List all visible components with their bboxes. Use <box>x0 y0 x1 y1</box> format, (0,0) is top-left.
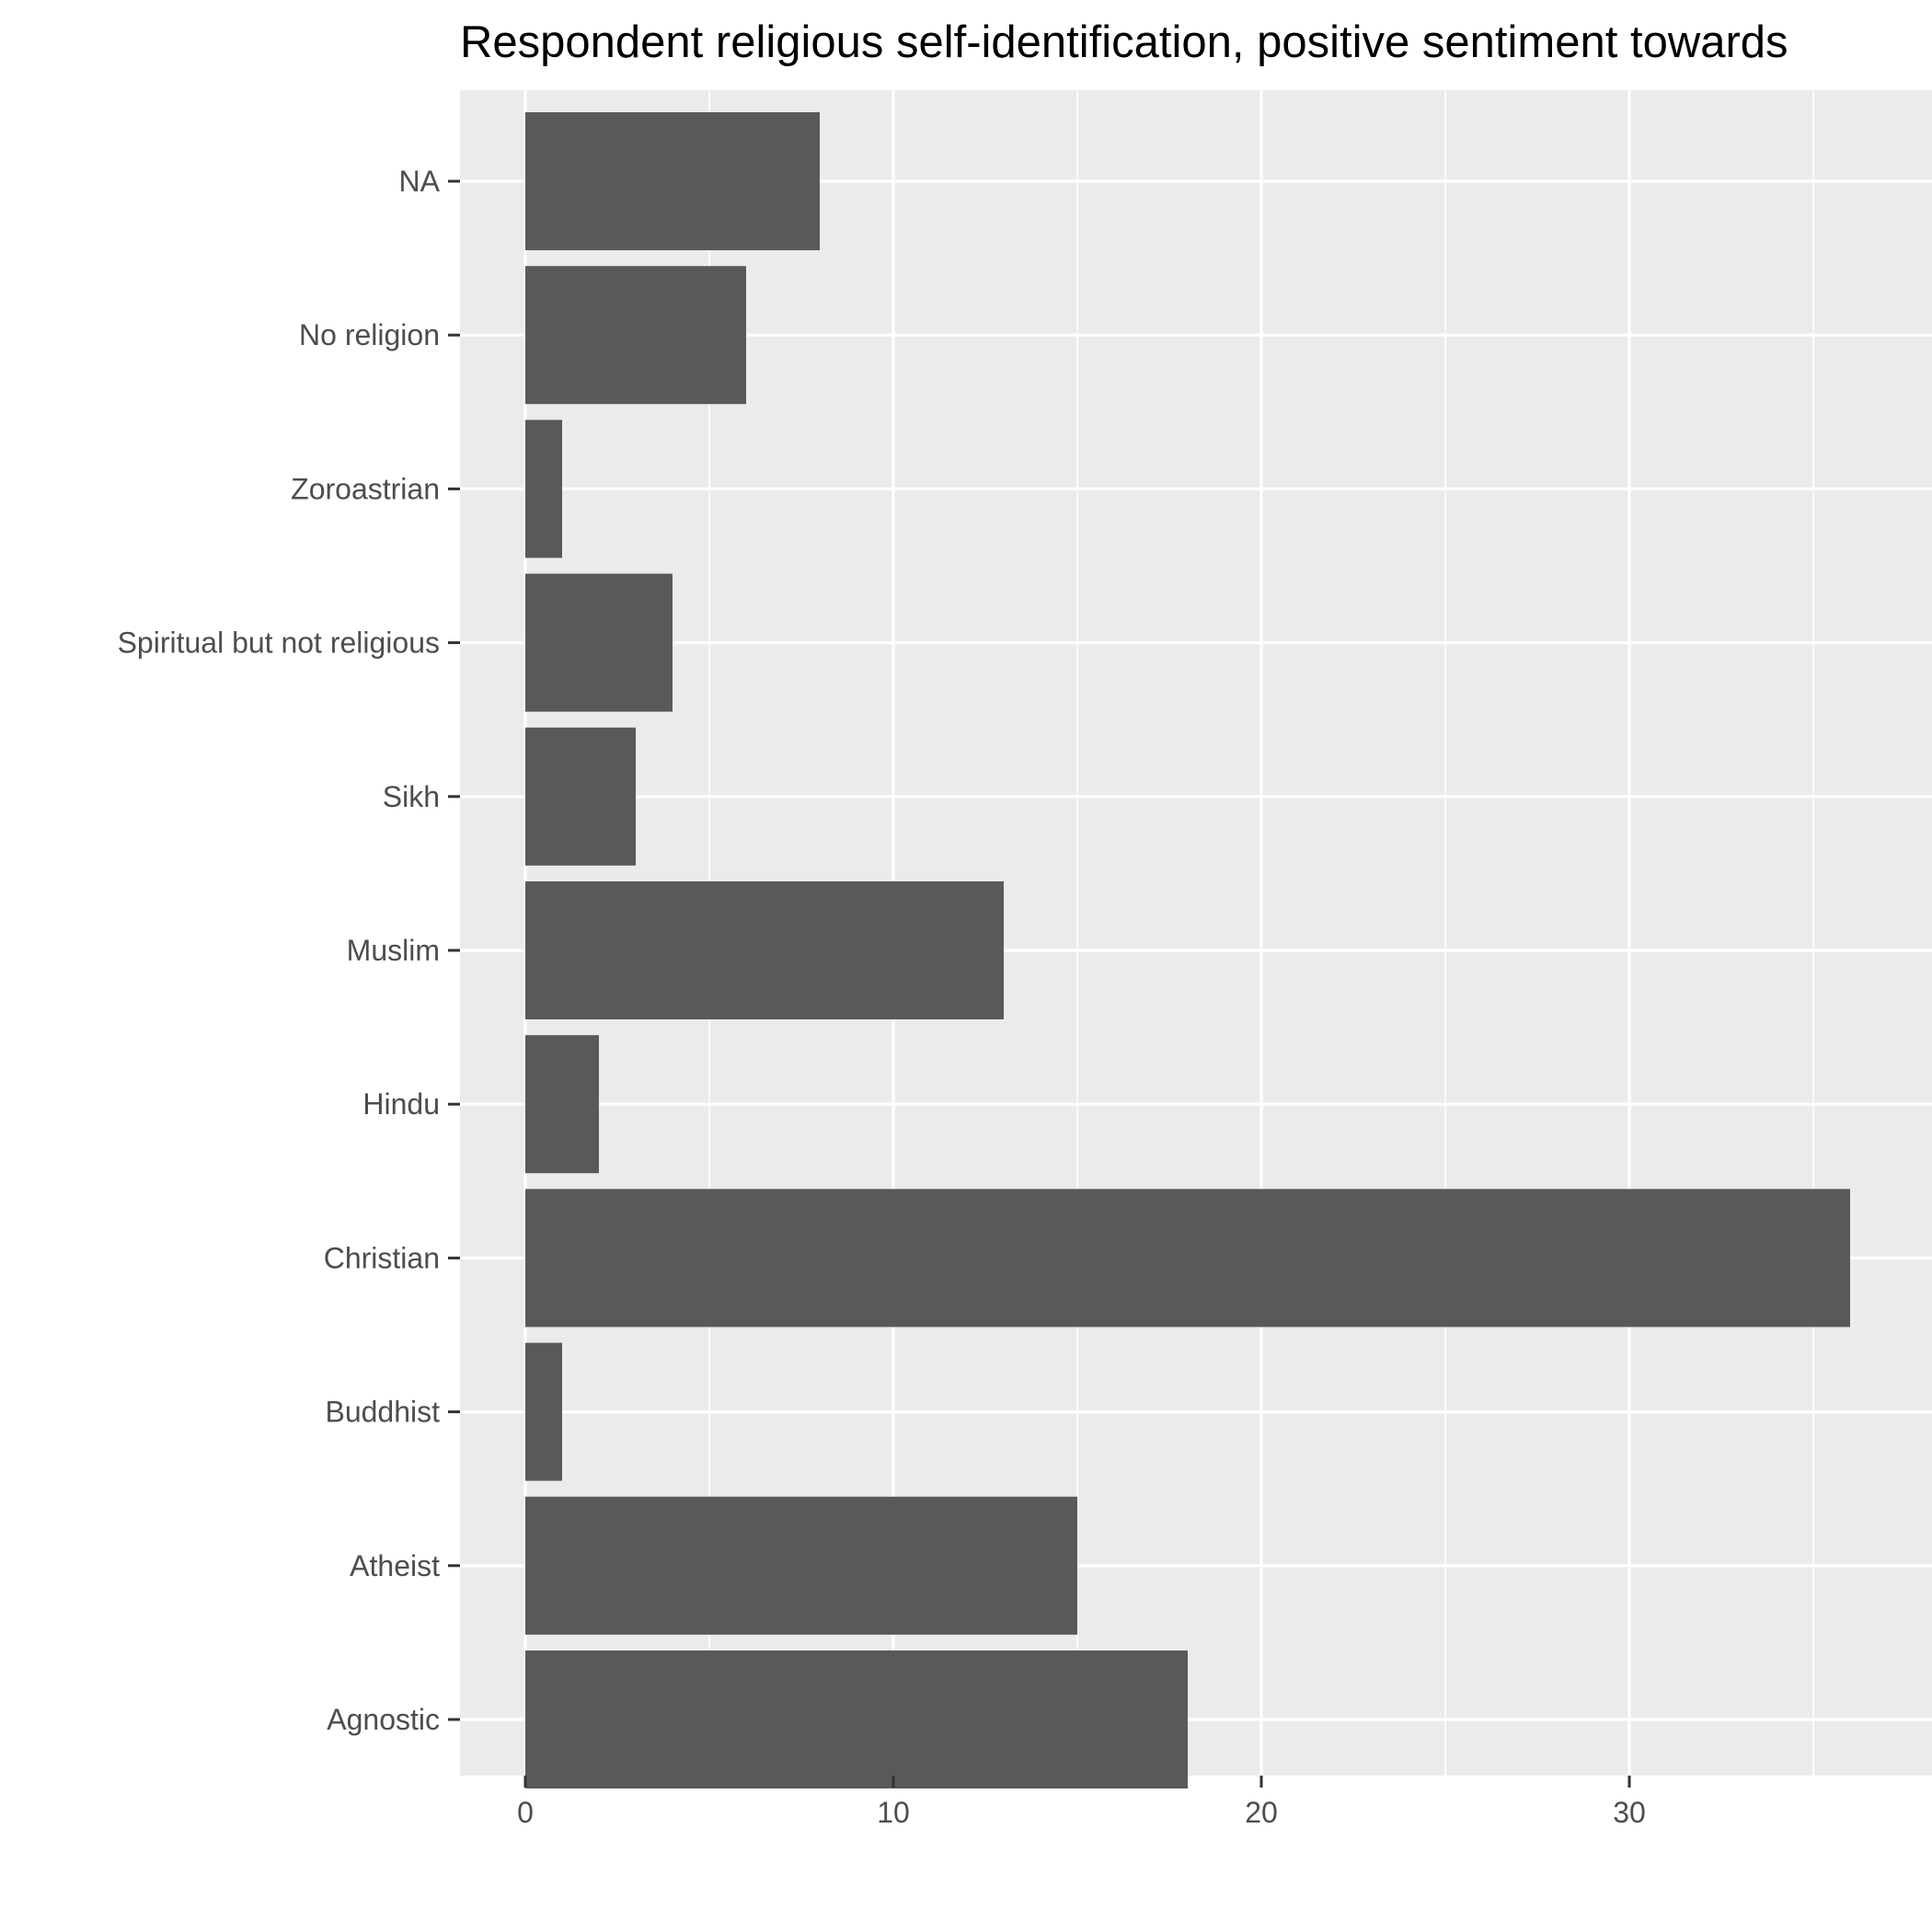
bar-zoroastrian <box>525 420 562 558</box>
x-tick-label: 20 <box>1245 1796 1278 1829</box>
bars <box>525 112 1850 1788</box>
bar-christian <box>525 1189 1850 1328</box>
y-tick-label: Spiritual but not religious <box>118 627 440 660</box>
bar-sikh <box>525 727 636 866</box>
y-tick-label: Christian <box>324 1241 440 1274</box>
y-tick-label: Buddhist <box>325 1396 440 1429</box>
bar-muslim <box>525 881 1004 1019</box>
bar-no-religion <box>525 266 746 405</box>
y-tick-label: Hindu <box>362 1087 440 1121</box>
bar-na <box>525 112 820 250</box>
x-tick-label: 0 <box>517 1796 534 1829</box>
y-tick-label: Muslim <box>347 934 440 967</box>
y-tick-label: Zoroastrian <box>291 472 440 505</box>
y-tick-label: Sikh <box>383 780 440 813</box>
bar-hindu <box>525 1035 599 1174</box>
x-tick-label: 10 <box>877 1796 910 1829</box>
y-axis: Agnostic Atheist Buddhist Christian Hindu Mus… <box>118 165 460 1736</box>
y-tick-label: No religion <box>299 318 440 351</box>
x-tick-label: 30 <box>1613 1796 1646 1829</box>
y-tick-label: Agnostic <box>327 1703 440 1736</box>
y-tick-label: Atheist <box>350 1549 440 1582</box>
bar-buddhist <box>525 1342 562 1481</box>
chart-title: Respondent religious self-identification… <box>460 17 1788 67</box>
bar-agnostic <box>525 1650 1188 1788</box>
x-axis: 0 10 20 30 <box>517 1776 1646 1829</box>
bar-spiritual-but-not-religious <box>525 573 673 712</box>
bar-atheist <box>525 1496 1077 1635</box>
y-tick-label: NA <box>399 165 441 198</box>
